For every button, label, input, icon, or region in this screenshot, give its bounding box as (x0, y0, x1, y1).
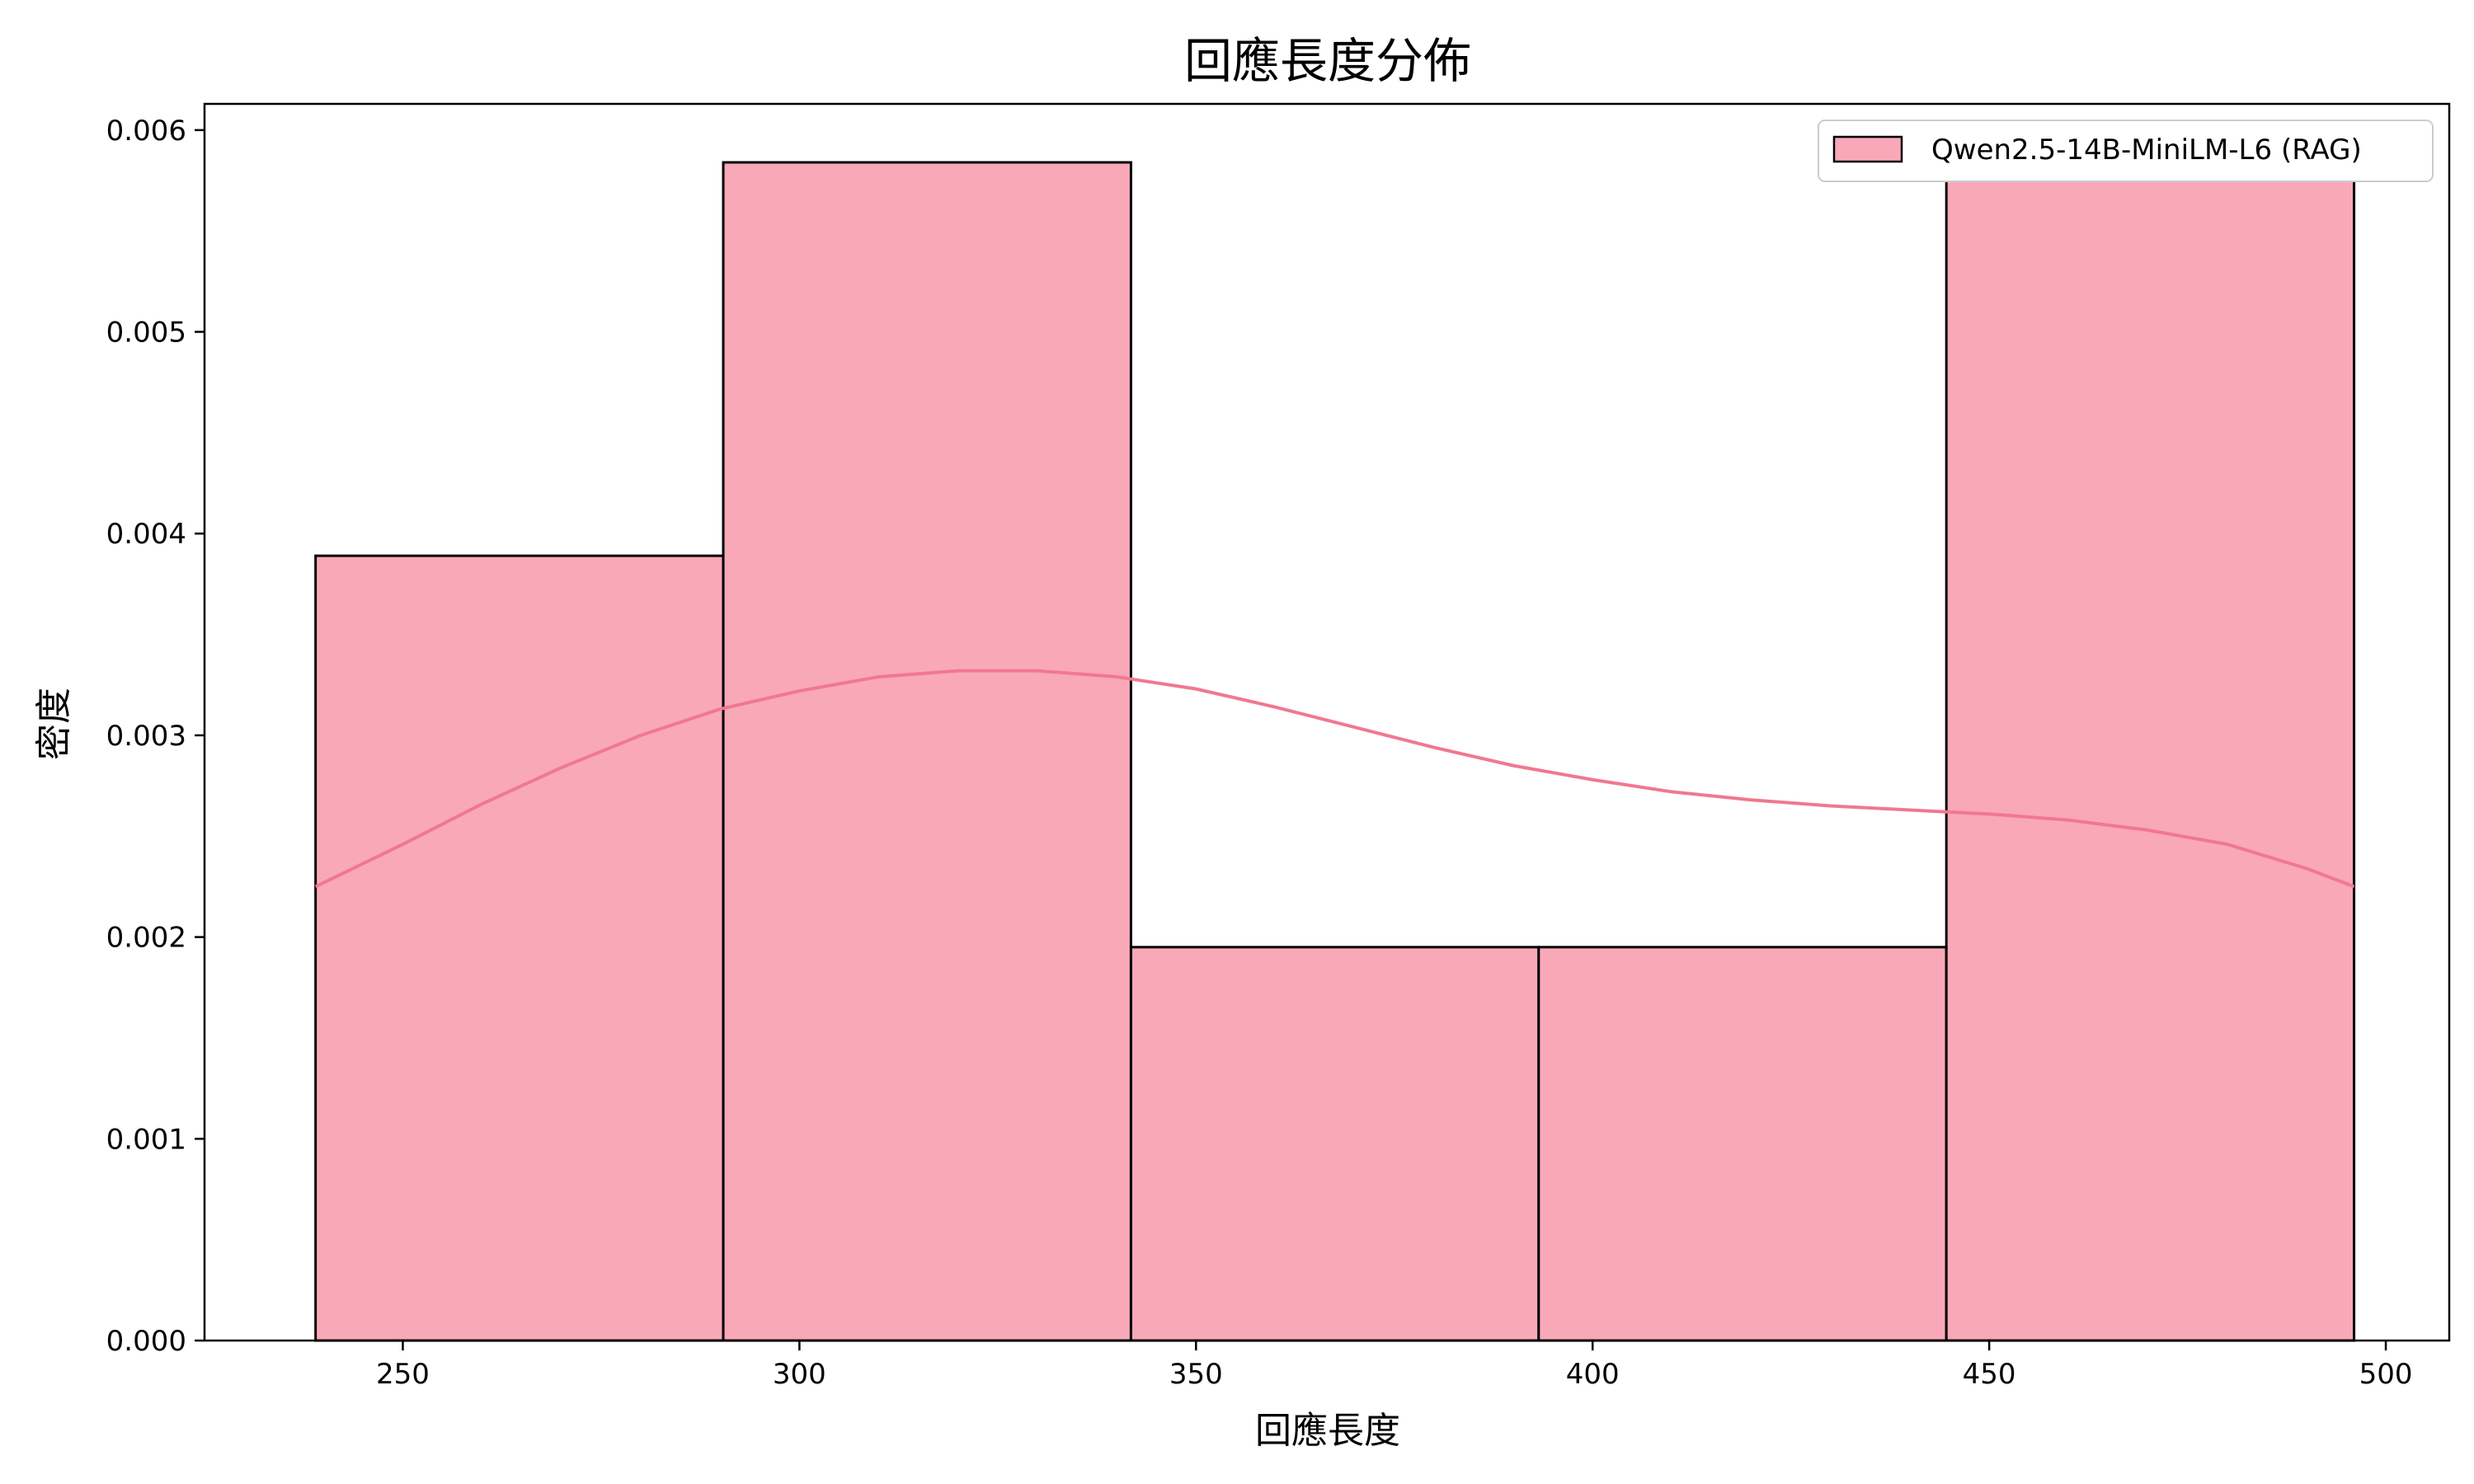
plot-area-frame (203, 102, 2451, 1342)
kde-curve (314, 669, 2355, 889)
y-axis-ticks: 0.000 0.001 0.002 0.003 0.004 0.005 0.006 (106, 115, 205, 1358)
x-tick-label: 250 (376, 1358, 430, 1391)
y-axis-title: 密度 (33, 688, 75, 760)
x-tick-label: 400 (1566, 1358, 1620, 1391)
legend-label: Qwen2.5-14B-MiniLM-L6 (RAG) (1931, 134, 2362, 167)
legend-box (1818, 120, 2434, 182)
x-axis-ticks: 250 300 350 400 450 500 (376, 1341, 2413, 1391)
histogram-bar-4 (1537, 946, 1948, 1342)
histogram-bar-3 (1129, 946, 1540, 1342)
x-tick-label: 300 (773, 1358, 826, 1391)
y-tick-label: 0.000 (106, 1325, 186, 1358)
y-tick-label: 0.002 (106, 922, 186, 955)
x-tick-label: 350 (1169, 1358, 1223, 1391)
histogram-bars (314, 161, 2356, 1342)
legend: Qwen2.5-14B-MiniLM-L6 (RAG) (1818, 120, 2434, 182)
legend-swatch (1832, 135, 1903, 163)
x-tick-label: 500 (2359, 1358, 2413, 1391)
y-tick-label: 0.005 (106, 317, 186, 350)
x-axis-title: 回應長度 (1255, 1410, 1400, 1452)
histogram-bar-2 (722, 161, 1132, 1342)
y-tick-label: 0.003 (106, 720, 186, 753)
x-tick-label: 450 (1963, 1358, 2016, 1391)
y-tick-label: 0.001 (106, 1123, 186, 1156)
histogram-bar-5 (1945, 161, 2356, 1342)
y-tick-label: 0.004 (106, 518, 186, 551)
y-tick-label: 0.006 (106, 115, 186, 148)
histogram-bar-1 (314, 554, 725, 1342)
chart-title: 回應長度分佈 (1184, 33, 1471, 89)
